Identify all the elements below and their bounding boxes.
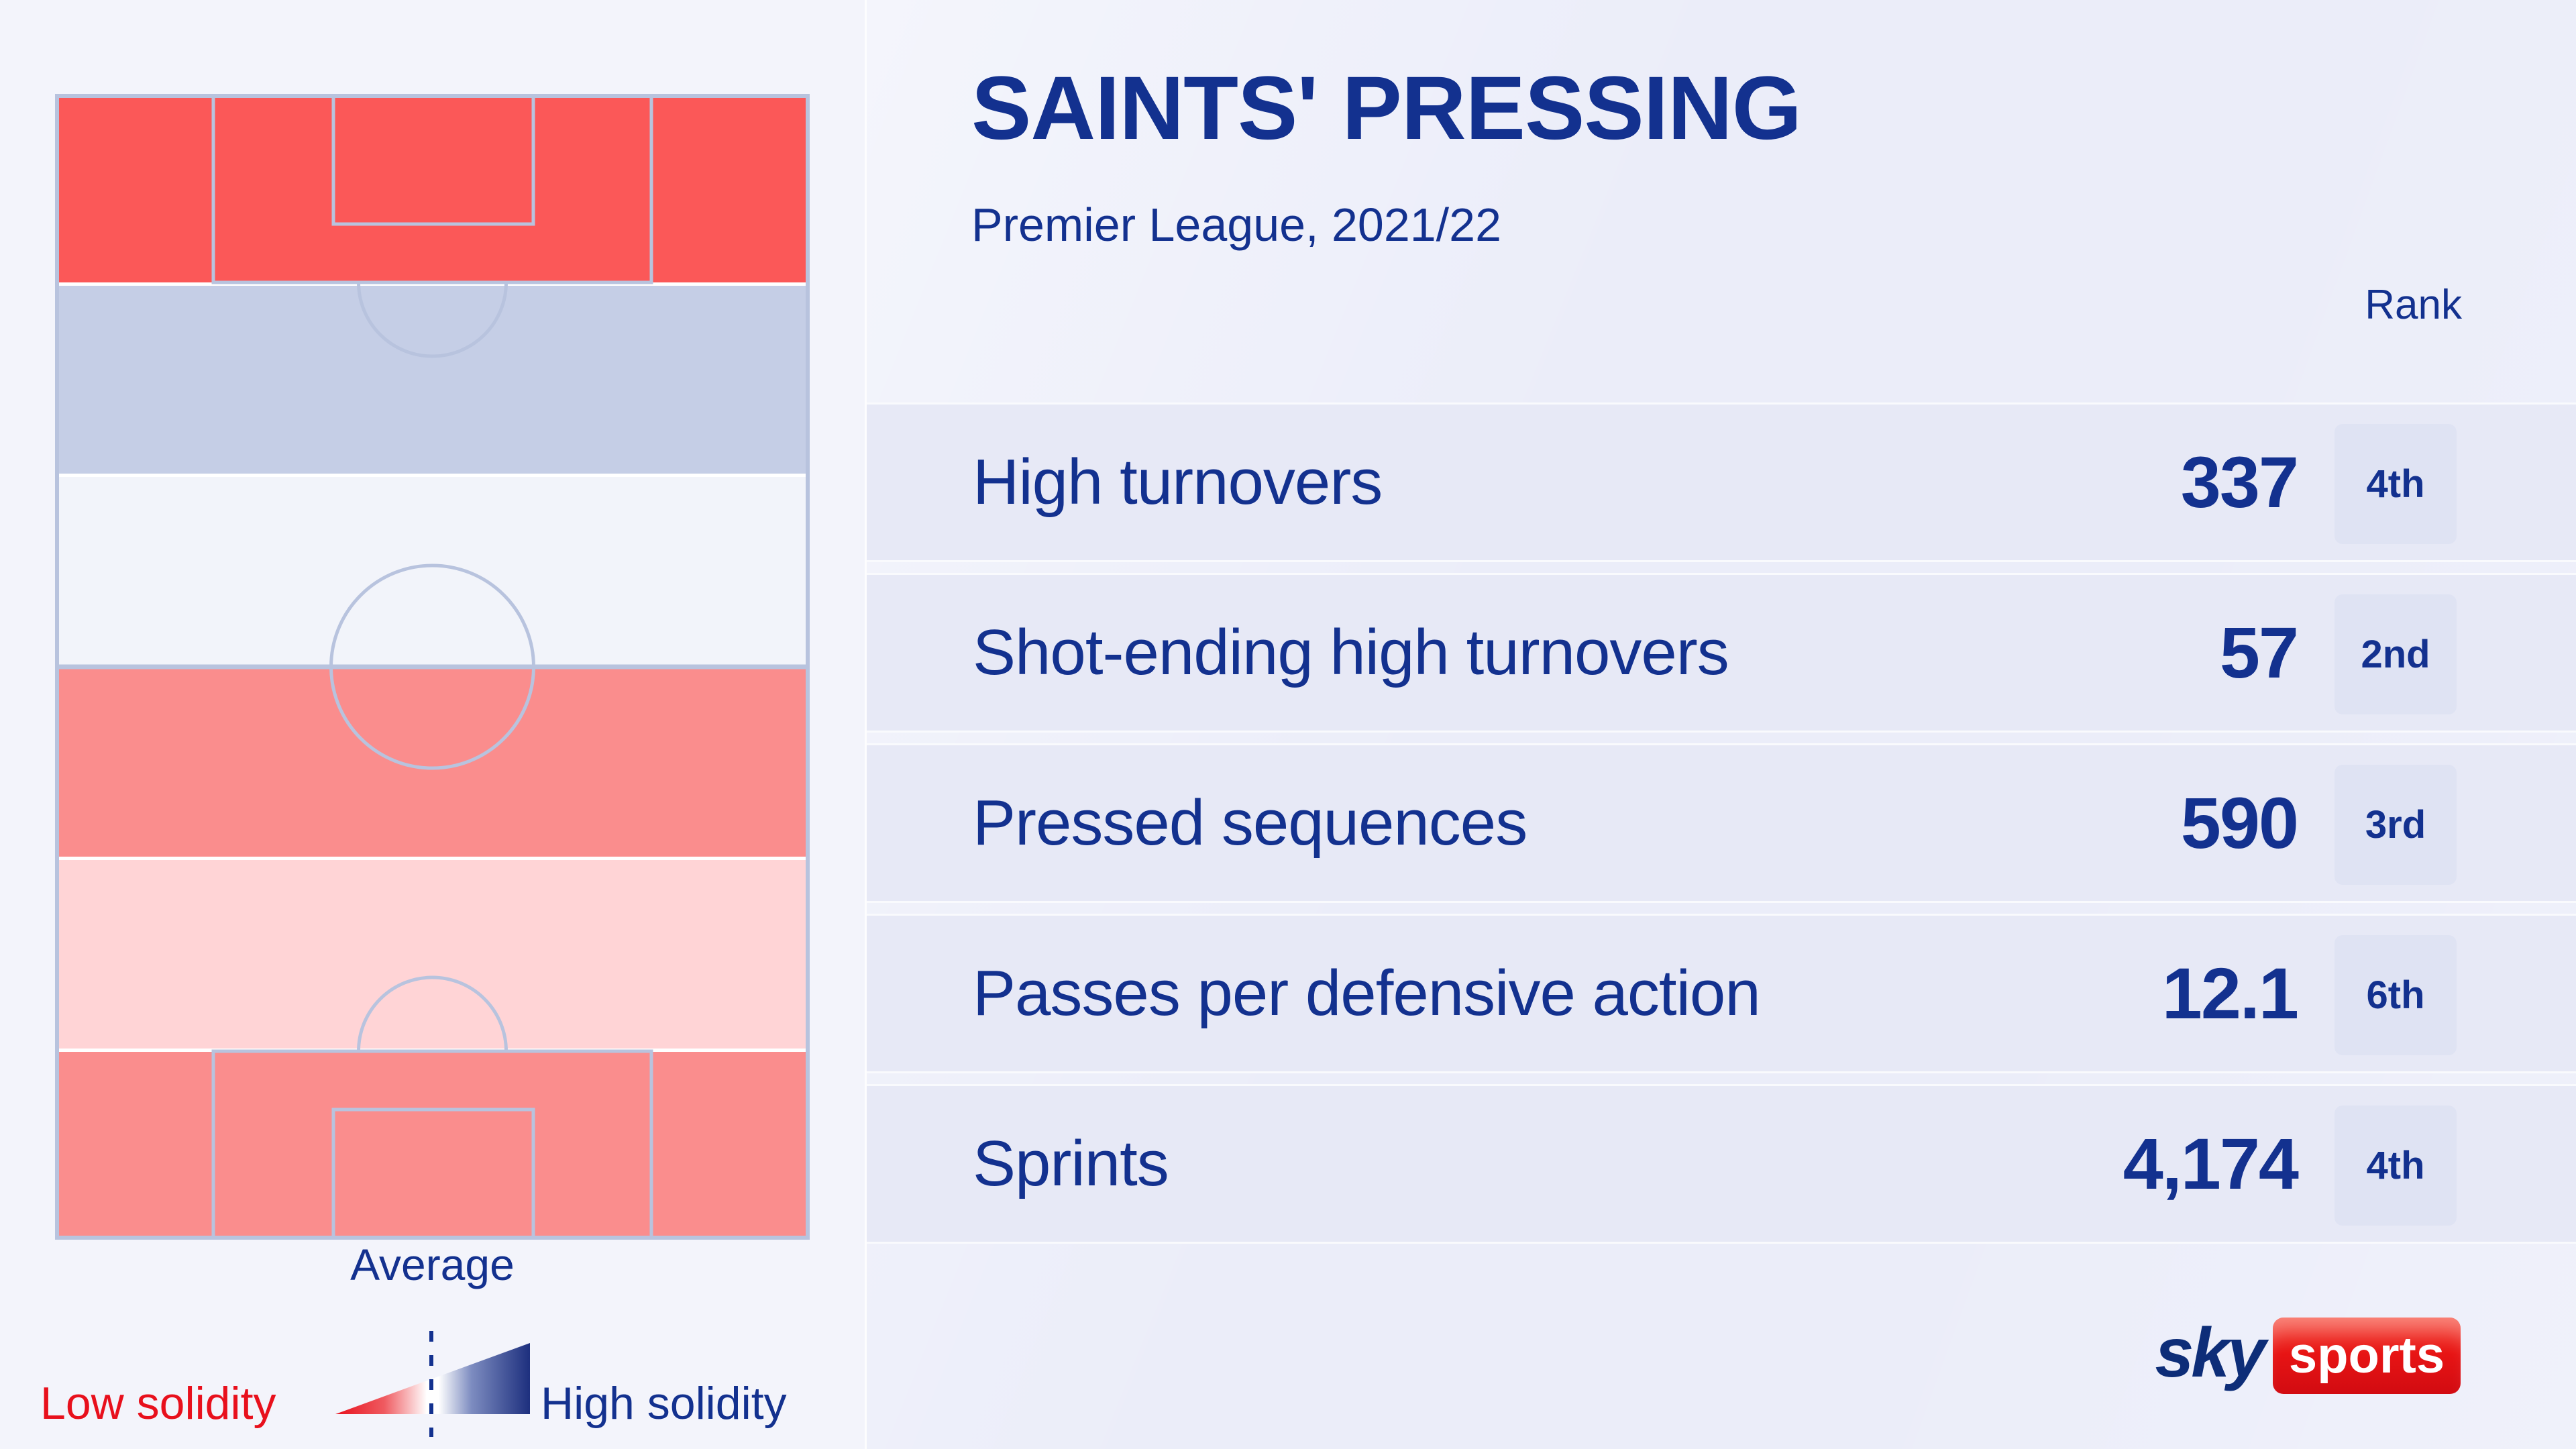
pitch-band-third [55,474,810,665]
stat-value: 590 [2180,782,2299,863]
bottom-penalty-area [211,1049,653,1240]
stat-row: High turnovers 337 4th [867,402,2576,562]
top-penalty-area [211,94,653,284]
pitch-band-fifth [55,857,810,1049]
sports-logo-box: sports [2273,1318,2461,1394]
stat-rank-text: 3rd [2365,802,2426,847]
centre-circle [329,564,535,770]
stat-label: Passes per defensive action [973,957,1761,1029]
top-six-yard-box [331,94,535,226]
pitch-panel: Average Low solidity High solidity [0,0,867,1449]
sky-sports-logo: sky sports [2155,1312,2469,1399]
legend-high-solidity-label: High solidity [541,1378,787,1429]
stat-row: Passes per defensive action 12.1 6th [867,914,2576,1073]
stat-label: Pressed sequences [973,787,1527,859]
stat-rank-text: 4th [2366,462,2425,506]
bottom-six-yard-box [331,1108,535,1240]
pitch-band-second [55,282,810,474]
stat-rank-text: 2nd [2361,632,2430,676]
stat-row: Pressed sequences 590 3rd [867,743,2576,903]
top-penalty-arc [357,282,508,358]
bottom-penalty-arc [357,975,508,1052]
stat-value: 4,174 [2123,1123,2299,1204]
stat-label: High turnovers [973,446,1383,518]
stat-row: Shot-ending high turnovers 57 2nd [867,573,2576,733]
stat-value: 12.1 [2161,953,2299,1034]
page-title: SAINTS' PRESSING [971,58,1802,158]
average-label: Average [350,1240,515,1289]
stat-row: Sprints 4,174 4th [867,1084,2576,1244]
stats-table: High turnovers 337 4th Shot-ending high … [867,0,2576,1449]
stat-rank-text: 4th [2366,1143,2425,1187]
stat-label: Shot-ending high turnovers [973,616,1729,688]
legend-low-solidity-label: Low solidity [40,1378,276,1429]
stat-rank-badge: 3rd [2334,765,2457,885]
page-subtitle: Premier League, 2021/22 [971,199,1501,251]
pitch-markings [55,94,810,1240]
pitch-band-defensive [55,1048,810,1240]
stat-value: 57 [2219,612,2299,693]
stat-rank-badge: 6th [2334,935,2457,1055]
rank-column-header: Rank [2365,282,2462,328]
stat-label: Sprints [973,1128,1169,1199]
stat-value: 337 [2180,441,2299,523]
stat-rank-badge: 2nd [2334,594,2457,714]
pitch-solidity-map [55,94,810,1240]
sky-logo-text: sky [2155,1314,2266,1392]
pitch-band-attacking [55,94,810,282]
average-dotted-line [429,1331,433,1437]
stat-rank-text: 6th [2366,973,2425,1017]
sports-logo-text: sports [2288,1327,2445,1384]
stat-rank-badge: 4th [2334,424,2457,544]
stat-rank-badge: 4th [2334,1106,2457,1226]
